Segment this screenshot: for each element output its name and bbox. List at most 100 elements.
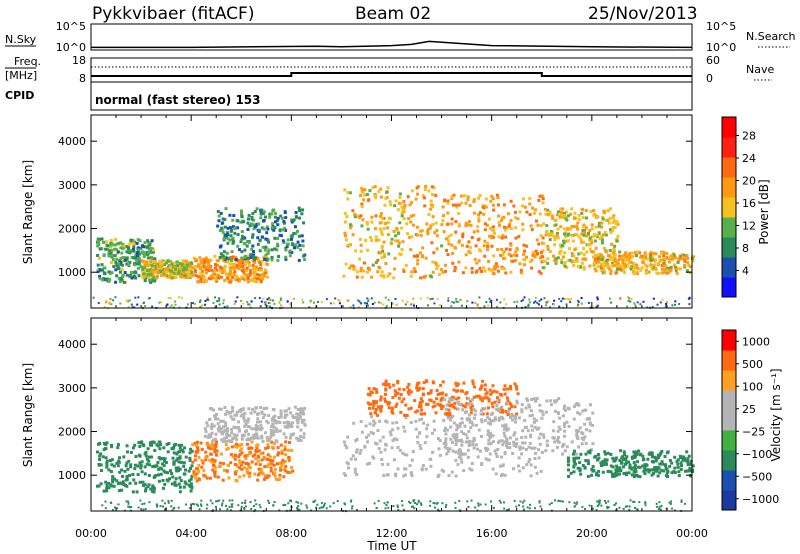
heatmap-cell — [570, 260, 574, 264]
heatmap-cell — [349, 306, 352, 308]
heatmap-cell — [542, 222, 546, 226]
heatmap-cell — [126, 247, 130, 250]
heatmap-cell — [475, 261, 479, 265]
heatmap-cell — [386, 233, 390, 237]
heatmap-cell — [151, 465, 155, 468]
heatmap-cell — [255, 265, 259, 269]
heatmap-cell — [280, 451, 284, 455]
heatmap-cell — [302, 254, 306, 258]
y-tick-label: 3000 — [58, 179, 86, 192]
heatmap-cell — [559, 243, 562, 247]
heatmap-cell — [487, 431, 491, 435]
heatmap-cell — [283, 416, 287, 419]
heatmap-cell — [209, 274, 213, 278]
heatmap-cell — [169, 265, 173, 269]
heatmap-cell — [420, 399, 424, 403]
heatmap-cell — [233, 302, 236, 305]
heatmap-cell — [237, 429, 241, 433]
heatmap-cell — [458, 422, 462, 426]
heatmap-cell — [644, 263, 648, 267]
heatmap-cell — [429, 389, 433, 393]
heatmap-cell — [135, 490, 139, 494]
heatmap-cell — [262, 407, 266, 410]
heatmap-cell — [567, 214, 570, 218]
heatmap-cell — [174, 483, 178, 487]
heatmap-cell — [234, 478, 238, 482]
heatmap-cell — [252, 258, 256, 262]
heatmap-cell — [553, 303, 556, 306]
heatmap-cell — [602, 270, 606, 274]
heatmap-cell — [432, 419, 436, 423]
heatmap-cell — [418, 386, 422, 390]
heatmap-cell — [126, 450, 129, 454]
heatmap-cell — [343, 211, 347, 215]
heatmap-cell — [507, 212, 510, 216]
heatmap-cell — [387, 383, 391, 386]
heatmap-cell — [290, 237, 293, 241]
heatmap-cell — [566, 459, 570, 463]
heatmap-cell — [114, 280, 118, 284]
heatmap-cell — [492, 254, 496, 258]
heatmap-cell — [168, 477, 172, 481]
heatmap-cell — [203, 259, 207, 263]
heatmap-cell — [225, 231, 229, 235]
heatmap-cell — [673, 455, 677, 459]
heatmap-cell — [601, 215, 605, 219]
heatmap-cell — [583, 408, 587, 412]
heatmap-cell — [611, 228, 615, 232]
heatmap-cell — [381, 435, 385, 439]
heatmap-cell — [658, 508, 660, 510]
heatmap-cell — [423, 196, 426, 200]
heatmap-cell — [504, 235, 508, 239]
heatmap-cell — [431, 193, 434, 196]
heatmap-cell — [501, 234, 505, 238]
heatmap-cell — [489, 432, 493, 435]
heatmap-cell — [572, 225, 576, 229]
heatmap-cell — [539, 432, 543, 436]
heatmap-cell — [576, 304, 579, 307]
colorbar-tick-label: 16 — [742, 197, 756, 210]
heatmap-cell — [385, 190, 388, 194]
heatmap-cell — [252, 253, 255, 257]
heatmap-cell — [583, 229, 587, 232]
heatmap-cell — [618, 264, 622, 268]
heatmap-cell — [524, 406, 528, 410]
heatmap-cell — [620, 460, 624, 464]
heatmap-cell — [481, 379, 485, 383]
heatmap-cell — [413, 507, 416, 510]
heatmap-cell — [441, 205, 445, 209]
heatmap-cell — [190, 261, 194, 265]
heatmap-cell — [151, 269, 155, 273]
heatmap-cell — [180, 266, 184, 270]
heatmap-cell — [630, 473, 634, 477]
heatmap-cell — [648, 468, 651, 472]
heatmap-cell — [600, 225, 603, 229]
heatmap-cell — [120, 251, 124, 255]
heatmap-cell — [250, 436, 254, 440]
heatmap-cell — [441, 219, 445, 223]
heatmap-cell — [168, 260, 172, 264]
heatmap-cell — [688, 265, 692, 269]
heatmap-cell — [451, 434, 455, 437]
heatmap-cell — [534, 296, 537, 299]
heatmap-cell — [514, 415, 517, 419]
heatmap-cell — [476, 238, 480, 242]
heatmap-cell — [442, 469, 445, 473]
heatmap-cell — [176, 469, 180, 473]
heatmap-cell — [261, 272, 265, 276]
heatmap-cell — [609, 452, 613, 456]
heatmap-cell — [280, 304, 283, 307]
heatmap-cell — [384, 379, 388, 383]
heatmap-cell — [407, 382, 411, 386]
heatmap-cell — [685, 254, 689, 258]
heatmap-cell — [282, 504, 285, 507]
heatmap-cell — [112, 299, 115, 302]
heatmap-cell — [431, 270, 435, 274]
heatmap-cell — [458, 439, 462, 443]
heatmap-cell — [243, 242, 247, 245]
heatmap-cell — [290, 250, 294, 254]
heatmap-cell — [201, 461, 205, 465]
heatmap-cell — [665, 474, 668, 477]
heatmap-cell — [576, 437, 580, 441]
heatmap-cell — [365, 222, 369, 226]
